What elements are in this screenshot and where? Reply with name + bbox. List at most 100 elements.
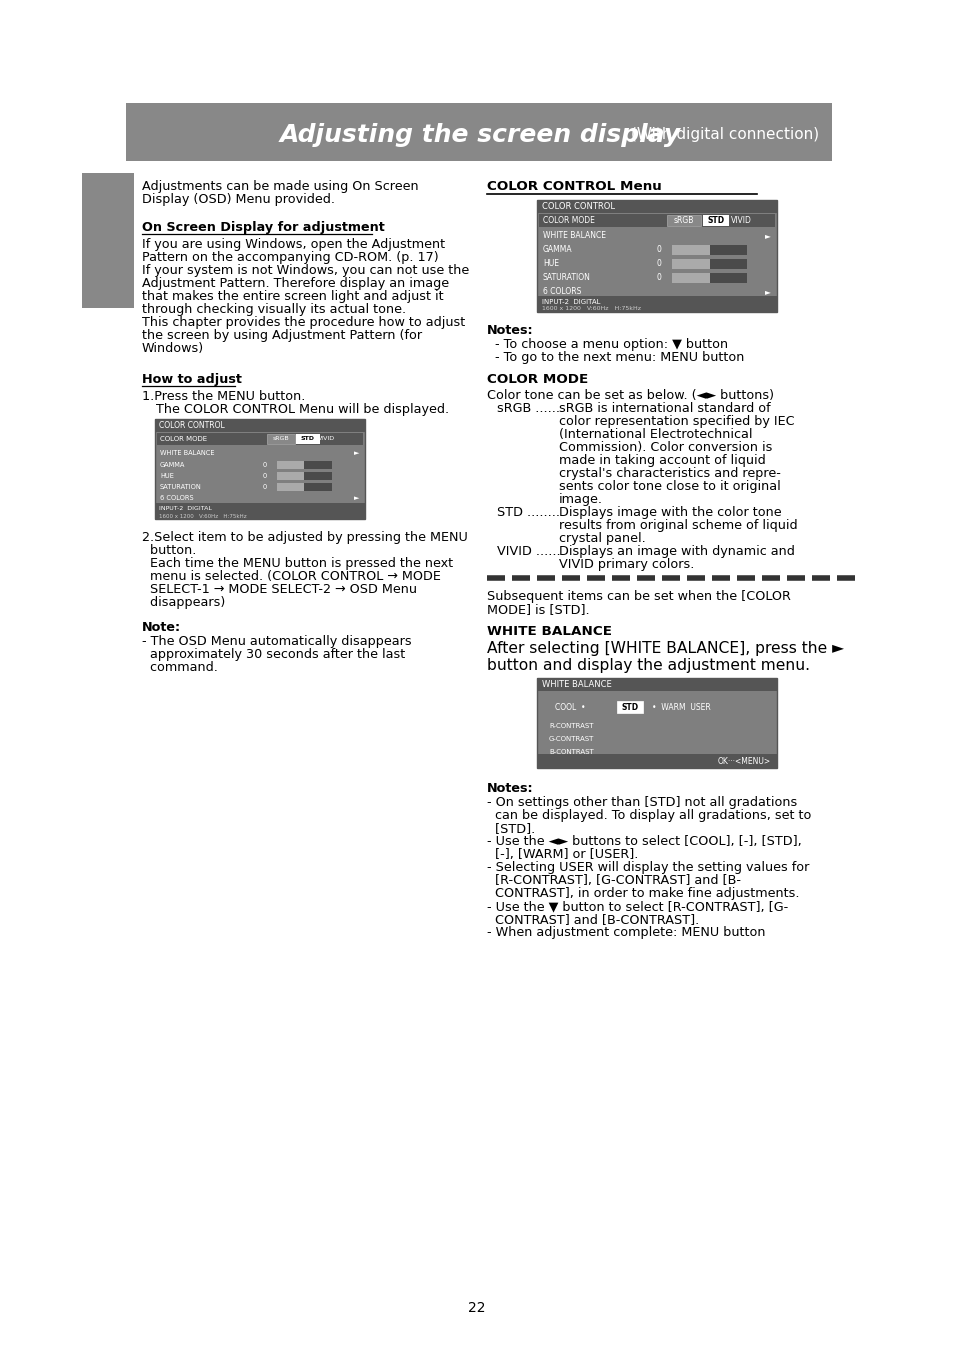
Text: STD: STD [620, 703, 638, 712]
Text: Note:: Note: [142, 621, 181, 634]
Text: COOL  •: COOL • [555, 703, 585, 712]
Text: 0: 0 [657, 246, 661, 254]
Text: WHITE BALANCE: WHITE BALANCE [486, 626, 612, 638]
FancyBboxPatch shape [154, 419, 365, 432]
Text: 2.Select item to be adjusted by pressing the MENU: 2.Select item to be adjusted by pressing… [142, 531, 467, 544]
Text: sRGB: sRGB [273, 436, 289, 442]
FancyBboxPatch shape [671, 259, 746, 269]
Text: - Selecting USER will display the setting values for: - Selecting USER will display the settin… [486, 861, 808, 874]
Text: button.: button. [142, 544, 196, 557]
Text: CONTRAST] and [B-CONTRAST].: CONTRAST] and [B-CONTRAST]. [486, 913, 699, 925]
FancyBboxPatch shape [154, 419, 365, 519]
Text: (International Electrotechnical: (International Electrotechnical [558, 428, 752, 440]
Text: G-CONTRAST: G-CONTRAST [548, 736, 594, 742]
Text: COLOR MODE: COLOR MODE [160, 436, 207, 442]
FancyBboxPatch shape [537, 296, 776, 312]
FancyBboxPatch shape [276, 484, 332, 490]
Text: STD .........: STD ......... [497, 507, 563, 519]
FancyBboxPatch shape [276, 461, 332, 469]
Text: Notes:: Notes: [486, 324, 533, 336]
Text: the screen by using Adjustment Pattern (for: the screen by using Adjustment Pattern (… [142, 330, 421, 342]
Text: GAMMA: GAMMA [542, 246, 572, 254]
FancyBboxPatch shape [267, 434, 294, 444]
Text: 1600 x 1200   V:60Hz   H:75kHz: 1600 x 1200 V:60Hz H:75kHz [159, 513, 247, 519]
Text: COLOR MODE: COLOR MODE [486, 373, 588, 386]
Text: 1.Press the MENU button.: 1.Press the MENU button. [142, 390, 305, 403]
Text: results from original scheme of liquid: results from original scheme of liquid [558, 519, 797, 532]
Text: If you are using Windows, open the Adjustment: If you are using Windows, open the Adjus… [142, 238, 445, 251]
Text: VIVID: VIVID [730, 216, 751, 226]
Text: crystal's characteristics and repre-: crystal's characteristics and repre- [558, 467, 781, 480]
FancyBboxPatch shape [537, 754, 776, 767]
FancyBboxPatch shape [82, 173, 133, 308]
Text: Windows): Windows) [142, 342, 204, 355]
FancyBboxPatch shape [702, 215, 728, 226]
Text: GAMMA: GAMMA [160, 462, 185, 467]
FancyBboxPatch shape [537, 678, 776, 767]
Text: 22: 22 [468, 1301, 485, 1315]
FancyBboxPatch shape [154, 503, 365, 519]
Text: sRGB .......: sRGB ....... [497, 403, 563, 415]
Text: - When adjustment complete: MENU button: - When adjustment complete: MENU button [486, 925, 764, 939]
Text: - On settings other than [STD] not all gradations: - On settings other than [STD] not all g… [486, 796, 797, 809]
Text: COLOR CONTROL Menu: COLOR CONTROL Menu [486, 180, 661, 193]
Text: B-CONTRAST: B-CONTRAST [548, 748, 593, 755]
FancyBboxPatch shape [537, 200, 776, 213]
Text: Displays an image with dynamic and: Displays an image with dynamic and [558, 544, 794, 558]
Text: COLOR CONTROL: COLOR CONTROL [159, 422, 225, 430]
FancyBboxPatch shape [671, 245, 746, 255]
Text: ►: ► [764, 231, 770, 240]
Text: SATURATION: SATURATION [542, 273, 590, 282]
Text: 6 COLORS: 6 COLORS [160, 494, 193, 501]
Text: that makes the entire screen light and adjust it: that makes the entire screen light and a… [142, 290, 443, 303]
Text: color representation specified by IEC: color representation specified by IEC [558, 415, 794, 428]
Text: [STD].: [STD]. [486, 821, 535, 835]
FancyBboxPatch shape [295, 434, 319, 444]
FancyBboxPatch shape [666, 215, 700, 226]
Text: Commission). Color conversion is: Commission). Color conversion is [558, 440, 772, 454]
Text: 0: 0 [263, 462, 267, 467]
Text: 1600 x 1200   V:60Hz   H:75kHz: 1600 x 1200 V:60Hz H:75kHz [541, 307, 640, 312]
FancyBboxPatch shape [276, 484, 304, 490]
FancyBboxPatch shape [276, 471, 304, 480]
Text: COLOR MODE: COLOR MODE [542, 216, 595, 226]
Text: sRGB is international standard of: sRGB is international standard of [558, 403, 770, 415]
Text: [R-CONTRAST], [G-CONTRAST] and [B-: [R-CONTRAST], [G-CONTRAST] and [B- [486, 874, 740, 888]
Text: If your system is not Windows, you can not use the: If your system is not Windows, you can n… [142, 263, 469, 277]
Text: INPUT-2  DIGITAL: INPUT-2 DIGITAL [541, 299, 599, 305]
Text: HUE: HUE [542, 259, 558, 269]
FancyBboxPatch shape [537, 200, 776, 312]
Text: - To choose a menu option: ▼ button: - To choose a menu option: ▼ button [495, 338, 727, 351]
Text: Displays image with the color tone: Displays image with the color tone [558, 507, 781, 519]
Text: Notes:: Notes: [486, 782, 533, 794]
Text: VIVID: VIVID [318, 436, 335, 442]
Text: [-], [WARM] or [USER].: [-], [WARM] or [USER]. [486, 848, 638, 861]
Text: ►: ► [764, 288, 770, 296]
Text: •  WARM  USER: • WARM USER [651, 703, 710, 712]
Text: 0: 0 [263, 484, 267, 490]
Text: CONTRAST], in order to make fine adjustments.: CONTRAST], in order to make fine adjustm… [486, 888, 799, 900]
Text: sents color tone close to it original: sents color tone close to it original [558, 480, 780, 493]
Text: OK···<MENU>: OK···<MENU> [717, 757, 770, 766]
FancyBboxPatch shape [671, 245, 709, 255]
Text: 0: 0 [657, 259, 661, 269]
Text: Adjustment Pattern. Therefore display an image: Adjustment Pattern. Therefore display an… [142, 277, 449, 290]
Text: - To go to the next menu: MENU button: - To go to the next menu: MENU button [495, 351, 743, 363]
Text: STD: STD [301, 436, 314, 442]
Text: How to adjust: How to adjust [142, 373, 242, 386]
Text: COLOR CONTROL: COLOR CONTROL [541, 203, 615, 211]
Text: menu is selected. (COLOR CONTROL → MODE: menu is selected. (COLOR CONTROL → MODE [142, 570, 440, 584]
FancyBboxPatch shape [157, 434, 363, 444]
Text: Display (OSD) Menu provided.: Display (OSD) Menu provided. [142, 193, 335, 205]
Text: VIVID .......: VIVID ....... [497, 544, 564, 558]
Text: - Use the ◄► buttons to select [COOL], [-], [STD],: - Use the ◄► buttons to select [COOL], [… [486, 835, 801, 848]
Text: button and display the adjustment menu.: button and display the adjustment menu. [486, 658, 809, 673]
FancyBboxPatch shape [276, 461, 304, 469]
Text: VIVID primary colors.: VIVID primary colors. [558, 558, 694, 571]
Text: through checking visually its actual tone.: through checking visually its actual ton… [142, 303, 406, 316]
Text: Color tone can be set as below. (◄► buttons): Color tone can be set as below. (◄► butt… [486, 389, 773, 403]
Text: STD: STD [707, 216, 723, 226]
Text: SATURATION: SATURATION [160, 484, 201, 490]
Text: ►: ► [354, 450, 358, 457]
Text: This chapter provides the procedure how to adjust: This chapter provides the procedure how … [142, 316, 465, 330]
